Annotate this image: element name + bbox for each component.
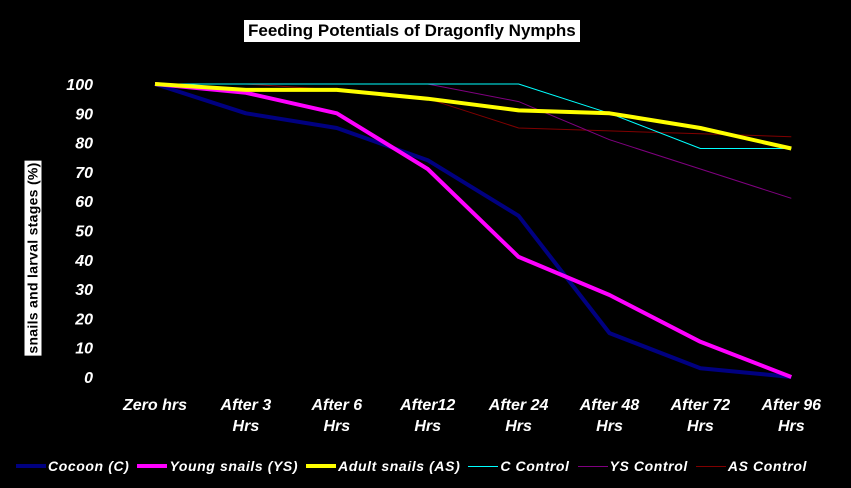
y-axis-ticks: 0 10 20 30 40 50 60 70 80 90 100 <box>66 77 93 387</box>
y-tick-label: 30 <box>75 282 93 299</box>
x-tick-label: Hrs <box>778 418 805 435</box>
y-tick-label: 70 <box>75 165 93 182</box>
legend-label: Young snails (YS) <box>169 458 299 474</box>
legend-item: Young snails (YS) <box>137 458 298 474</box>
legend-swatch <box>16 464 46 468</box>
legend-label: Cocoon (C) <box>48 458 130 474</box>
series-line-as-control <box>155 83 792 138</box>
x-tick-label: Hrs <box>505 418 532 435</box>
x-tick-label: After 72 <box>670 397 731 414</box>
legend-label: AS Control <box>727 458 807 474</box>
legend-swatch <box>137 464 168 468</box>
x-tick-label: Hrs <box>687 418 714 435</box>
x-tick-label: Hrs <box>233 418 260 435</box>
x-tick-label: After 24 <box>488 397 549 414</box>
legend-item: AS Control <box>695 458 807 474</box>
x-tick-label: Hrs <box>596 418 623 435</box>
y-tick-label: 40 <box>74 253 93 270</box>
legend-swatch <box>695 465 726 467</box>
y-tick-label: 10 <box>75 341 93 358</box>
series-lines <box>154 82 793 379</box>
legend-item: YS Control <box>577 458 688 474</box>
y-tick-label: 0 <box>84 370 93 387</box>
y-tick-label: 20 <box>74 311 93 328</box>
series-line-cocoon-c <box>154 82 792 379</box>
legend-swatch <box>468 465 499 467</box>
y-tick-label: 80 <box>75 136 93 153</box>
x-tick-label: After12 <box>399 397 455 414</box>
series-line-c-control <box>155 83 792 149</box>
x-tick-label: Zero hrs <box>122 397 187 414</box>
chart-title: Feeding Potentials of Dragonfly Nymphs <box>244 20 580 42</box>
series-line-ys-control <box>155 83 792 199</box>
y-tick-label: 90 <box>75 106 93 123</box>
legend-label: Adult snails (AS) <box>338 458 461 474</box>
x-tick-label: Hrs <box>414 418 441 435</box>
y-tick-label: 100 <box>66 77 93 94</box>
x-axis-ticks: Zero hrs After 3 Hrs After 6 Hrs After12 Hrs Af… <box>122 397 821 435</box>
y-tick-label: 50 <box>75 224 93 241</box>
x-tick-label: After 3 <box>220 397 272 414</box>
legend-item: Cocoon (C) <box>16 458 129 474</box>
series-line-adult-snails-as <box>154 82 792 151</box>
legend-item: C Control <box>468 458 569 474</box>
y-tick-label: 60 <box>75 194 93 211</box>
legend-label: C Control <box>500 458 570 474</box>
legend-swatch <box>577 465 608 467</box>
x-tick-label: After 6 <box>310 397 362 414</box>
legend-swatch <box>306 464 337 468</box>
legend-label: YS Control <box>609 458 688 474</box>
legend-item: Adult snails (AS) <box>306 458 460 474</box>
legend: Cocoon (C) Young snails (YS) Adult snails … <box>16 457 815 475</box>
series-line-young-snails-ys <box>154 82 793 379</box>
x-tick-label: Hrs <box>323 418 350 435</box>
x-tick-label: After 48 <box>579 397 640 414</box>
x-tick-label: After 96 <box>761 397 822 414</box>
